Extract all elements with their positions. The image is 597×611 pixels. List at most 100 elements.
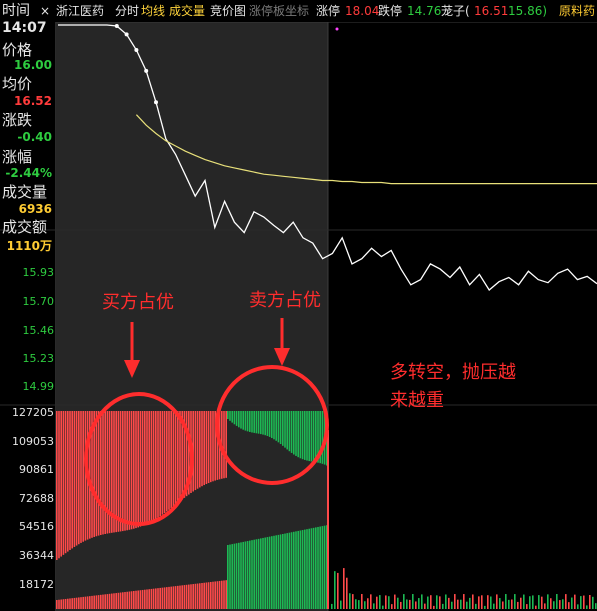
post-volume-bar: [439, 596, 441, 609]
change-label: 涨跌: [2, 111, 33, 129]
pct-value: -2.44%: [5, 166, 52, 180]
sell-volume-bar: [297, 411, 299, 458]
buy-volume-bar: [203, 411, 205, 486]
post-volume-bar: [520, 597, 522, 609]
down-arrow-icon: [274, 348, 290, 366]
post-volume-bar: [391, 604, 393, 609]
sell-volume-bar: [268, 411, 271, 437]
volume-tick: 90861: [19, 463, 54, 476]
sell-volume-bar: [290, 532, 293, 609]
buy-volume-bar: [210, 411, 212, 483]
price-point: [114, 24, 119, 29]
sell-volume-bar: [282, 534, 284, 609]
volume-label: 成交量: [2, 183, 48, 201]
buy-volume-bar: [214, 581, 216, 609]
sell-volume-bar: [257, 411, 260, 434]
sell-volume-bar: [317, 526, 319, 609]
sell-volume-bar: [242, 411, 244, 430]
sell-volume-bar: [306, 411, 308, 461]
post-volume-bar: [565, 594, 567, 609]
post-volume-bar: [445, 594, 447, 609]
buyer-dominant-label: 买方占优: [102, 292, 174, 313]
sub-value-1: 16.51: [474, 4, 509, 18]
post-volume-bar: [538, 595, 540, 609]
sell-volume-bar: [249, 411, 251, 432]
post-volume-bar: [370, 594, 372, 609]
tab-volume[interactable]: 成交量: [169, 4, 206, 18]
buy-volume-bar: [64, 411, 67, 554]
sell-volume-bar: [279, 534, 282, 609]
tab-timeshare[interactable]: 分时: [115, 4, 140, 18]
buy-volume-bar: [104, 411, 106, 534]
buy-volume-bar: [183, 411, 186, 498]
post-volume-bar: [343, 568, 345, 609]
price-tick: 15.70: [22, 295, 55, 308]
tab-limit-axis[interactable]: 涨停板坐标: [249, 4, 310, 18]
post-volume-bar: [358, 600, 360, 609]
post-volume-bar: [493, 603, 495, 609]
buy-volume-bar: [172, 586, 175, 609]
sell-volume-bar: [235, 411, 238, 426]
post-volume-bar: [409, 599, 411, 609]
buy-volume-bar: [122, 411, 124, 532]
sell-volume-bar: [277, 411, 280, 443]
post-volume-bar: [460, 599, 462, 609]
sell-volume-bar: [317, 411, 319, 463]
buy-volume-bar: [126, 411, 128, 531]
buy-volume-bar: [73, 597, 76, 609]
sell-volume-bar: [262, 537, 264, 609]
sell-volume-bar: [264, 411, 266, 436]
buy-volume-bar: [64, 598, 67, 609]
buy-volume-bar: [128, 411, 131, 530]
post-volume-bar: [547, 594, 549, 609]
sell-volume-bar: [315, 411, 317, 463]
post-volume-bar: [433, 605, 435, 609]
post-volume-bar: [448, 597, 450, 609]
post-volume-bar: [340, 600, 342, 609]
post-volume-bar: [385, 595, 387, 609]
volume-tick: 127205: [12, 406, 54, 419]
close-icon[interactable]: ×: [40, 4, 51, 18]
stock-name[interactable]: 浙江医药: [56, 4, 105, 18]
buy-volume-bar: [225, 411, 227, 478]
buy-volume-bar: [71, 598, 73, 609]
tab-auction[interactable]: 竞价图: [210, 4, 247, 18]
amount-label: 成交额: [2, 218, 48, 236]
sector-label[interactable]: 原料药: [559, 4, 596, 18]
sell-volume-bar: [273, 535, 275, 609]
buy-volume-bar: [225, 580, 227, 609]
post-volume-bar: [577, 604, 579, 609]
sell-volume-bar: [271, 536, 273, 609]
buy-volume-bar: [181, 411, 183, 500]
post-volume-bar: [580, 596, 582, 609]
buy-volume-bar: [95, 411, 98, 537]
sell-volume-bar: [301, 530, 304, 609]
buy-volume-bar: [196, 583, 199, 609]
tab-avg-line[interactable]: 均线: [141, 4, 166, 18]
post-volume-bar: [469, 597, 471, 609]
sub-label: 茏子(: [441, 4, 470, 18]
buy-volume-bar: [106, 411, 109, 534]
post-volume-bar: [334, 571, 336, 609]
post-volume-bar: [568, 602, 570, 609]
post-volume-bar: [427, 596, 429, 609]
limit-up-value: 18.04: [345, 4, 380, 18]
buy-volume-bar: [106, 594, 109, 609]
buy-volume-bar: [78, 411, 80, 545]
buy-volume-bar: [159, 411, 161, 517]
buy-volume-bar: [150, 411, 153, 522]
time-label: 时间: [2, 3, 30, 19]
sell-volume-bar: [227, 411, 229, 419]
post-volume-bar: [346, 577, 348, 609]
buy-volume-bar: [163, 411, 166, 514]
sell-volume-bar: [244, 541, 247, 609]
sell-volume-bar: [286, 411, 288, 450]
post-volume-bar: [454, 594, 456, 609]
post-volume-bar: [403, 594, 405, 609]
sell-volume-bar: [312, 527, 315, 609]
sell-volume-bar: [260, 538, 262, 609]
buy-volume-bar: [146, 589, 148, 609]
buy-volume-bar: [69, 598, 71, 609]
sell-volume-bar: [293, 531, 295, 609]
